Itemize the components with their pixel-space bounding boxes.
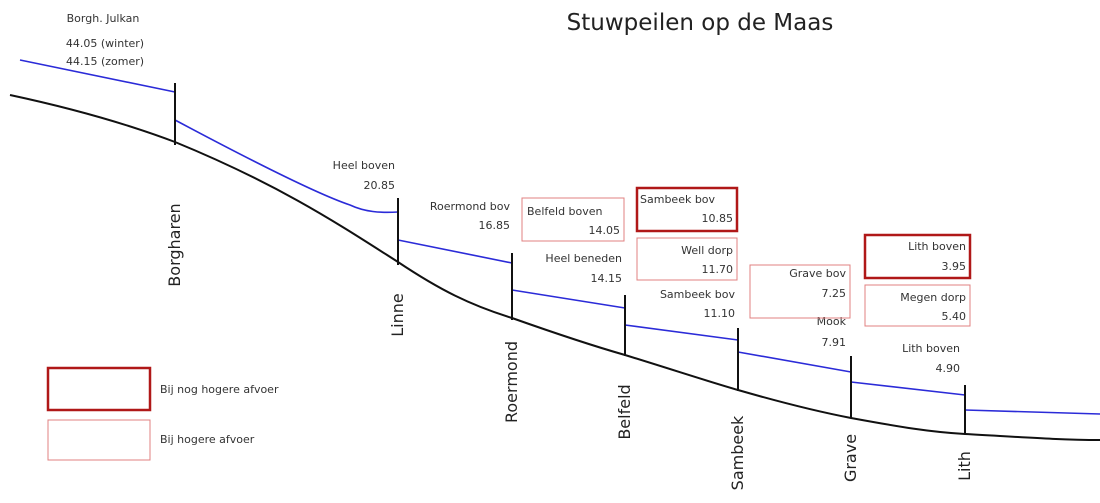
label: 5.40 [942, 310, 967, 323]
box [636, 237, 738, 281]
box [864, 284, 971, 327]
box [521, 197, 625, 242]
label: 7.25 [822, 287, 847, 300]
label: Roermond bov [430, 200, 511, 213]
label: Belfeld boven [527, 205, 603, 218]
weirs [174, 83, 966, 434]
legend: Bij nog hogere afvoer Bij hogere afvoer [46, 366, 279, 461]
label: Sambeek bov [660, 288, 736, 301]
label: 44.05 (winter) [66, 37, 144, 50]
water-level [511, 289, 626, 309]
label: 4.90 [936, 362, 961, 375]
legend-label: Bij nog hogere afvoer [160, 383, 279, 396]
water-level [19, 59, 176, 93]
weir-name: Linne [388, 293, 407, 336]
label: 10.85 [702, 212, 734, 225]
upstream-labels: Heel boven 20.85 Roermond bov 16.85 Heel… [333, 159, 960, 375]
label: Megen dorp [900, 291, 966, 304]
water-levels [19, 59, 1100, 415]
water-level [174, 119, 399, 214]
legend-swatch [46, 366, 152, 412]
label: Heel boven [333, 159, 395, 172]
water-level [850, 381, 966, 396]
label: 20.85 [364, 179, 396, 192]
legend-swatch [47, 419, 151, 461]
label: Lith boven [908, 240, 966, 253]
label: Lith boven [902, 342, 960, 355]
weir-name: Lith [955, 451, 974, 481]
label: Grave bov [789, 267, 846, 280]
label: 11.70 [702, 263, 734, 276]
label: 44.15 (zomer) [66, 55, 144, 68]
weir-name: Sambeek [728, 415, 747, 490]
label: 11.10 [704, 307, 736, 320]
label: Heel beneden [545, 252, 622, 265]
label: Well dorp [681, 244, 733, 257]
box [863, 233, 972, 280]
water-level [737, 351, 852, 373]
weir-name: Grave [841, 434, 860, 482]
weir-name: Borgharen [165, 203, 184, 286]
high-flow-boxes: Belfeld boven 14.05 Well dorp 11.70 Grav… [521, 197, 971, 327]
very-high-flow-boxes: Sambeek bov 10.85 Lith boven 3.95 [635, 186, 972, 280]
label: 3.95 [942, 260, 967, 273]
weir-name: Roermond [502, 341, 521, 423]
box [749, 264, 851, 319]
label: 7.91 [822, 336, 847, 349]
label: Borgh. Julkan [67, 12, 140, 25]
label: 14.05 [589, 224, 621, 237]
title: Stuwpeilen op de Maas [567, 10, 834, 36]
label: Mook [817, 315, 847, 328]
label: 16.85 [479, 219, 511, 232]
water-level [397, 239, 513, 264]
water-level [624, 324, 739, 341]
water-level [964, 409, 1100, 415]
weir-name: Belfeld [615, 384, 634, 439]
weir-names: Borgharen Linne Roermond Belfeld Sambeek… [165, 203, 974, 490]
box [635, 186, 739, 233]
top-label: Borgh. Julkan 44.05 (winter) 44.15 (zome… [66, 12, 144, 68]
legend-label: Bij hogere afvoer [160, 433, 255, 446]
label: 14.15 [591, 272, 623, 285]
riverbed [9, 94, 1100, 441]
label: Sambeek bov [640, 193, 716, 206]
